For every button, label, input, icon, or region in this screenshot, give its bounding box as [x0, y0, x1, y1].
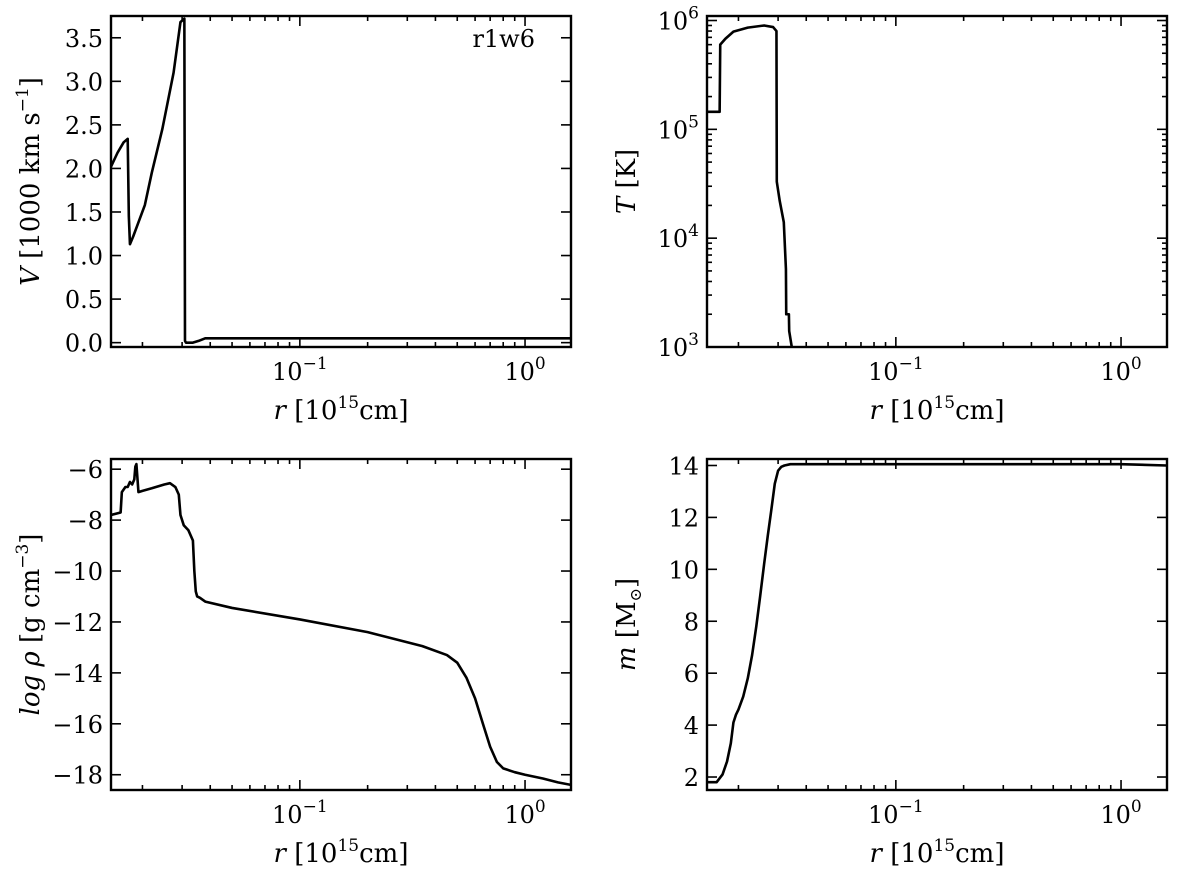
mass-line — [707, 462, 1167, 784]
x-tick-label: 100 — [504, 354, 545, 386]
velocity-line — [111, 17, 571, 344]
y-tick-label: 2.5 — [65, 112, 103, 140]
y-tick-label: −18 — [52, 762, 103, 790]
y-tick-label: −14 — [52, 660, 103, 688]
velocity-annotation: r1w6 — [472, 25, 535, 53]
y-tick-label: −10 — [52, 558, 103, 586]
y-tick-label: 10 — [668, 556, 699, 584]
y-tick-label: 6 — [684, 660, 699, 688]
y-tick-label: 1.5 — [65, 199, 103, 227]
y-tick-label: 14 — [668, 452, 699, 480]
y-tick-label: 0.0 — [65, 330, 103, 358]
density-line — [111, 462, 571, 787]
y-tick-label: −6 — [68, 456, 103, 484]
velocity-panel: 10−1 100 0.0 0.5 1.0 1.5 2.0 2.5 3.0 3.5 r1w6 r [… — [13, 14, 573, 426]
y-tick-label: 3.0 — [65, 68, 103, 96]
y-tick-label: 3.5 — [65, 25, 103, 53]
y-tick-label: 105 — [658, 112, 699, 144]
temperature-line — [707, 24, 794, 347]
x-tick-label: 100 — [1100, 797, 1141, 829]
temperature-tick-labels: 10−1 100 103 104 105 106 — [658, 4, 1142, 386]
temperature-panel: 10−1 100 103 104 105 106 r [1015cm] T [K] — [612, 4, 1169, 426]
y-tick-label: 1.0 — [65, 243, 103, 271]
temperature-x-axis-label: r [1015cm] — [870, 393, 1005, 426]
velocity-y-axis-label: V [1000 km s−1] — [13, 77, 46, 286]
x-tick-label: 10−1 — [272, 354, 328, 386]
y-tick-label: −16 — [52, 711, 103, 739]
temperature-y-axis-label: T [K] — [612, 149, 642, 214]
density-y-axis-label: log ρ [g cm−3] — [13, 534, 46, 716]
y-tick-label: 12 — [668, 504, 699, 532]
x-tick-label: 10−1 — [868, 354, 924, 386]
y-tick-label: 8 — [684, 608, 699, 636]
y-tick-label: 106 — [658, 4, 699, 36]
mass-plot-frame — [705, 457, 1169, 792]
density-plot-frame — [109, 457, 573, 792]
density-x-axis-label: r [1015cm] — [274, 836, 409, 869]
x-tick-label: 10−1 — [272, 797, 328, 829]
mass-panel: 10−1 100 2 4 6 8 10 12 14 r [1015cm] m [M⊙] — [612, 452, 1169, 869]
x-tick-label: 10−1 — [868, 797, 924, 829]
y-tick-label: 103 — [658, 330, 699, 362]
y-tick-label: 0.5 — [65, 286, 103, 314]
velocity-x-axis-label: r [1015cm] — [274, 393, 409, 426]
y-tick-label: −12 — [52, 609, 103, 637]
density-panel: 10−1 100 −6 −8 −10 −12 −14 −16 −18 r [1015cm] lo… — [13, 456, 573, 869]
velocity-ticks — [111, 16, 571, 347]
y-tick-label: 2.0 — [65, 155, 103, 183]
temperature-plot-frame — [705, 14, 1169, 349]
mass-x-axis-label: r [1015cm] — [870, 836, 1005, 869]
velocity-plot-frame — [109, 14, 573, 349]
velocity-tick-labels: 10−1 100 0.0 0.5 1.0 1.5 2.0 2.5 3.0 3.5 — [65, 25, 546, 386]
y-tick-label: 104 — [658, 221, 699, 253]
mass-ticks — [707, 459, 1167, 790]
y-tick-label: 4 — [684, 712, 699, 740]
y-tick-label: −8 — [68, 507, 103, 535]
x-tick-label: 100 — [1100, 354, 1141, 386]
x-tick-label: 100 — [504, 797, 545, 829]
mass-tick-labels: 10−1 100 2 4 6 8 10 12 14 — [668, 452, 1141, 829]
mass-y-axis-label: m [M⊙] — [612, 578, 645, 671]
y-tick-label: 2 — [684, 764, 699, 792]
density-tick-labels: 10−1 100 −6 −8 −10 −12 −14 −16 −18 — [52, 456, 545, 829]
